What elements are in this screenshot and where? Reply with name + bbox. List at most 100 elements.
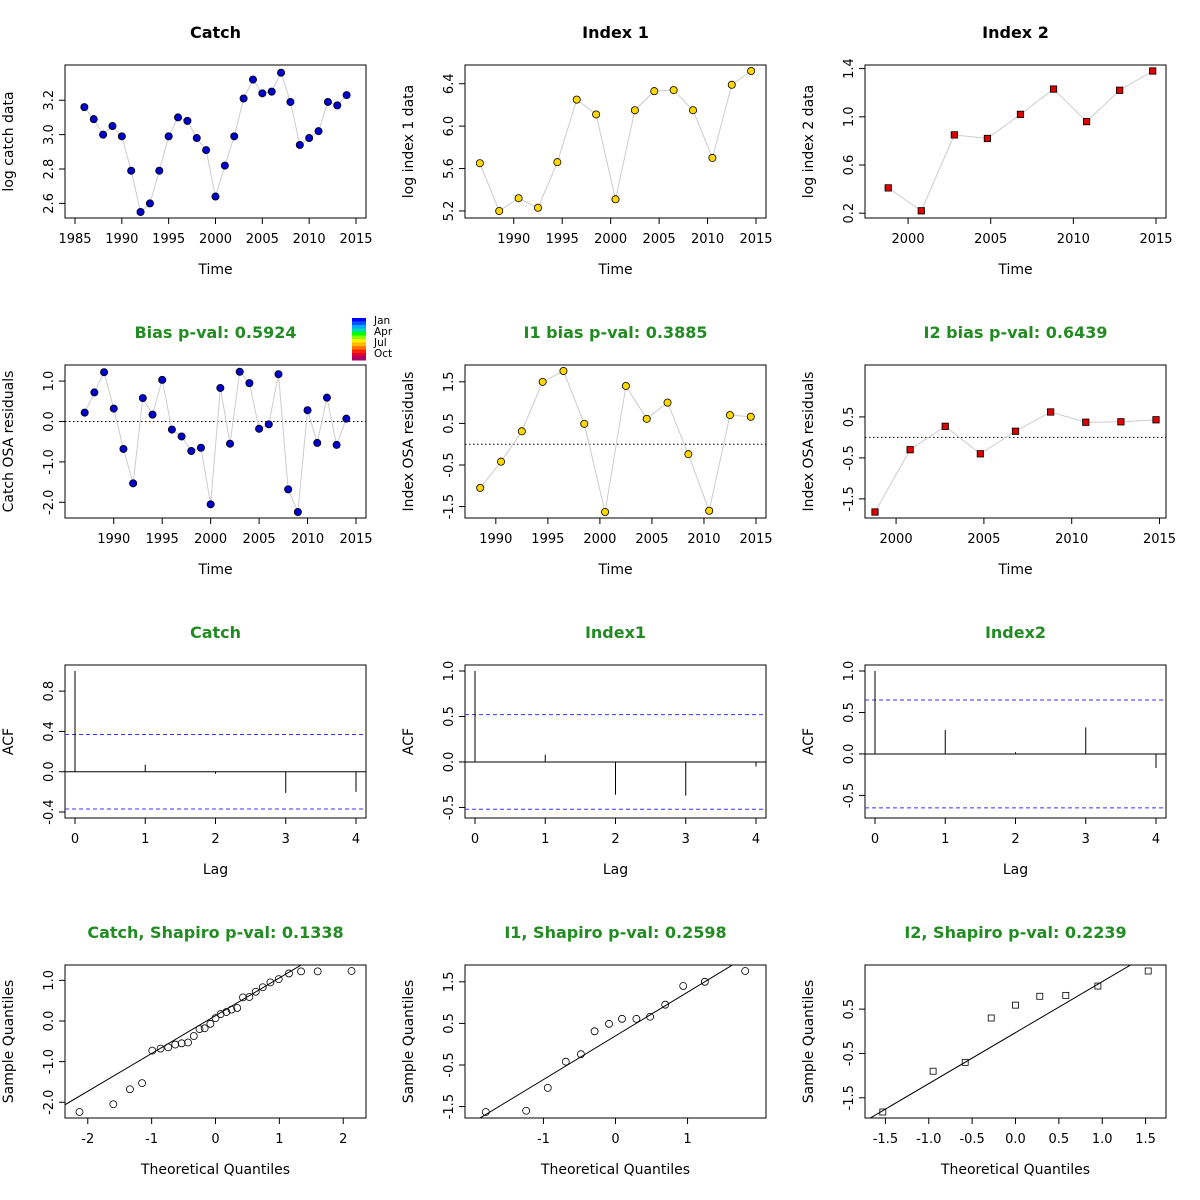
qq-point	[1094, 982, 1102, 990]
panel-title: Index1	[585, 623, 646, 642]
data-point	[255, 424, 264, 433]
data-point	[303, 406, 312, 415]
data-point	[216, 383, 225, 392]
y-tick-label: 1.5	[442, 371, 457, 392]
data-point	[1082, 418, 1090, 426]
qq-point	[171, 1040, 180, 1049]
y-axis-label: ACF	[801, 728, 817, 755]
qq-point	[929, 1067, 937, 1075]
qq-reference-line	[479, 965, 734, 1118]
y-tick-label: 0.8	[42, 681, 57, 702]
plot-frame	[864, 64, 1167, 219]
x-tick-label: 2005	[974, 232, 1007, 247]
y-tick-label: 0.6	[842, 155, 857, 176]
data-point	[983, 134, 992, 143]
y-tick-label: -1.0	[42, 1049, 57, 1074]
data-point	[80, 408, 89, 417]
qq-point	[313, 967, 322, 976]
data-point	[669, 86, 678, 95]
panel-9: Index2 0 1 2 3 4 -0.5 0.0 0.5 1.0 Lag ACF	[801, 623, 1167, 878]
panel-title: Index 1	[582, 23, 649, 42]
data-point	[630, 106, 639, 115]
qq-reference-line	[869, 965, 1132, 1118]
data-point	[746, 412, 755, 421]
data-point	[230, 132, 239, 141]
y-axis-label: log catch data	[1, 91, 17, 191]
data-point	[689, 106, 698, 115]
y-tick-label: -1.5	[442, 1094, 457, 1119]
qq-point	[126, 1085, 134, 1094]
data-point	[1016, 110, 1025, 118]
data-point	[274, 370, 283, 379]
panel-title: I2, Shapiro p-val: 0.2239	[904, 923, 1126, 942]
data-point	[663, 398, 672, 407]
data-point	[642, 414, 651, 423]
x-axis-label: Theoretical Quantiles	[540, 1162, 690, 1178]
x-axis-label: Lag	[603, 862, 628, 878]
x-axis-label: Lag	[203, 862, 228, 878]
qq-point	[222, 1008, 231, 1016]
x-tick-label: 2015	[1139, 232, 1172, 247]
legend-color-swatch	[352, 321, 366, 326]
x-tick-label: -1	[145, 1132, 158, 1147]
plot-frame	[864, 664, 1167, 819]
data-point	[476, 483, 485, 492]
y-tick-label: 1.4	[842, 58, 857, 79]
qq-point	[605, 1019, 613, 1028]
data-point	[167, 425, 176, 434]
x-tick-label: 1995	[546, 232, 579, 247]
qq-point	[1012, 1001, 1019, 1009]
y-tick-label: 0.0	[42, 1011, 57, 1032]
qq-reference-line	[65, 965, 303, 1106]
data-point	[80, 103, 89, 112]
qq-point	[961, 1058, 969, 1066]
x-tick-label: 1.5	[1135, 1132, 1156, 1147]
qq-point	[177, 1039, 186, 1048]
data-point	[119, 444, 128, 453]
data-point	[295, 140, 304, 149]
qq-point	[561, 1057, 570, 1066]
data-point	[158, 375, 167, 384]
data-point	[305, 134, 314, 143]
data-point	[601, 507, 610, 516]
y-tick-label: -2.0	[42, 1090, 57, 1115]
x-tick-label: 4	[352, 832, 360, 847]
data-point	[580, 419, 589, 428]
qq-point	[632, 1014, 641, 1023]
data-point	[553, 158, 562, 167]
data-point	[533, 203, 542, 212]
data-point	[192, 134, 201, 143]
data-point	[277, 68, 286, 77]
data-point	[1117, 418, 1125, 426]
x-tick-label: 1990	[105, 232, 138, 247]
x-tick-label: 2	[611, 832, 619, 847]
data-point	[264, 420, 273, 429]
x-tick-label: -1.5	[873, 1132, 898, 1147]
data-point	[245, 379, 254, 388]
y-tick-label: 0.5	[442, 706, 457, 727]
panel-4: Bias p-val: 0.5924 1990 1995 2000 2005 2010 20…	[1, 315, 393, 578]
x-tick-label: 2005	[246, 232, 279, 247]
data-point	[220, 161, 229, 170]
qq-point	[195, 1025, 204, 1034]
x-axis-label: Time	[997, 562, 1032, 578]
qq-point	[233, 1004, 242, 1012]
x-tick-label: 2015	[339, 532, 372, 547]
qq-point	[987, 1014, 995, 1022]
x-tick-label: 1995	[531, 532, 564, 547]
y-tick-label: -0.5	[442, 452, 457, 477]
x-tick-label: 2010	[687, 532, 720, 547]
data-point	[258, 89, 267, 98]
y-axis-label: ACF	[1, 728, 17, 755]
data-point	[90, 388, 99, 397]
data-point	[109, 404, 118, 413]
plot-frame	[64, 364, 367, 519]
data-point	[127, 166, 136, 175]
y-axis-label: Sample Quantiles	[401, 980, 417, 1103]
qq-point	[148, 1046, 157, 1055]
data-point	[323, 97, 332, 106]
panel-title: Catch, Shapiro p-val: 0.1338	[87, 923, 343, 942]
x-axis-label: Theoretical Quantiles	[940, 1162, 1090, 1178]
